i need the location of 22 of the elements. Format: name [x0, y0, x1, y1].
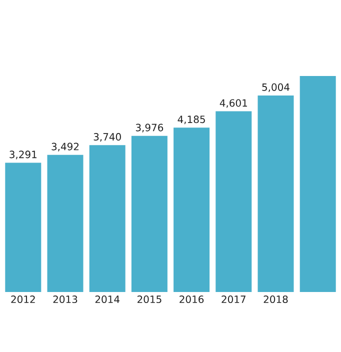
- x-tick-label: 2012: [11, 296, 35, 304]
- data-label: 3,291: [10, 150, 36, 160]
- x-tick-label: 2018: [264, 296, 288, 304]
- x-tick-label: 2013: [53, 296, 78, 304]
- data-label: 5,004: [262, 83, 290, 92]
- bar: [5, 162, 42, 292]
- bar: [47, 154, 84, 292]
- x-tick-label: 2017: [222, 296, 246, 304]
- bar: [89, 145, 126, 292]
- x-tick-label: 2015: [138, 296, 162, 304]
- bar: [131, 136, 168, 292]
- x-tick-label: 2014: [95, 296, 120, 304]
- bar: [258, 95, 294, 292]
- data-label: 4,185: [178, 116, 205, 124]
- data-label: 3,740: [94, 133, 121, 142]
- data-label: 4,601: [220, 99, 247, 108]
- bar: [300, 76, 336, 292]
- bar: [216, 111, 252, 292]
- x-tick-label: 2016: [180, 296, 204, 304]
- data-label: 3,492: [52, 142, 79, 152]
- data-label: 3,976: [136, 124, 164, 132]
- bar: [174, 128, 210, 292]
